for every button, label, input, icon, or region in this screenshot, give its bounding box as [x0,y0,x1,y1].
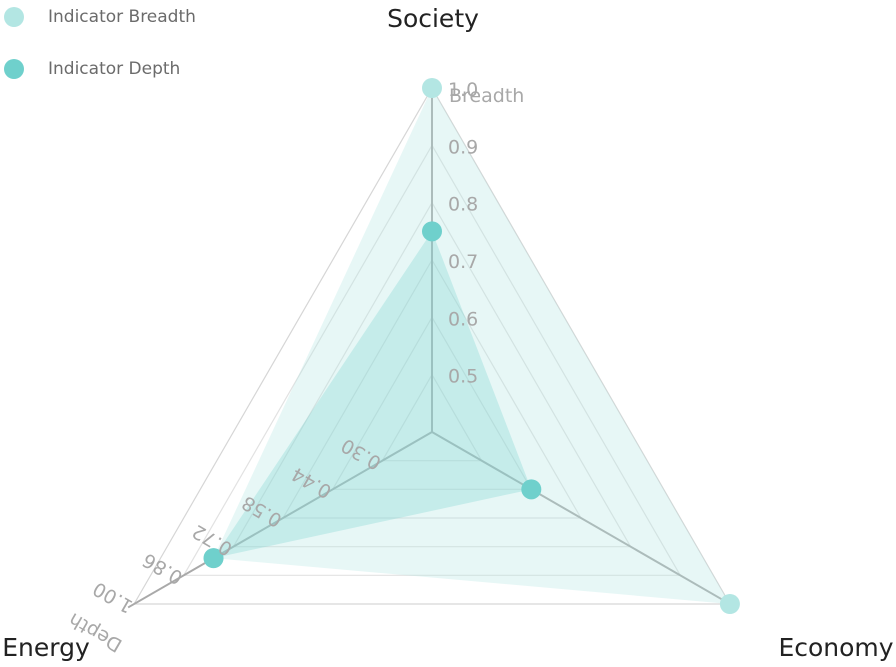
radar-points [203,78,740,614]
depth-tick-1.00: 1.00 [89,577,137,617]
legend: Indicator Breadth Indicator Depth [4,4,196,108]
legend-label-depth: Indicator Depth [48,59,181,79]
legend-item-breadth[interactable]: Indicator Breadth [4,4,196,30]
axis-spoke-3 [127,431,433,609]
data-point-depth-economy [521,479,542,500]
breadth-tick-0.6: 0.6 [448,308,478,330]
grid-ring-2 [331,316,533,490]
grid-ring-1 [381,373,483,462]
data-point-depth-energy [203,548,224,569]
data-point-depth-society [422,221,442,242]
grid-ring-6 [133,86,731,605]
legend-item-depth[interactable]: Indicator Depth [4,56,196,82]
legend-swatch-breadth [4,7,24,27]
legend-label-breadth: Indicator Breadth [48,7,196,27]
axis-label-economy: Economy [778,633,893,662]
radar-labels: Society Economy Energy Breadth [2,4,894,662]
series-area-depth [213,231,532,559]
grid-ring-3 [282,258,582,519]
axis-spoke-2 [431,431,737,609]
data-point-breadth-society [422,78,442,98]
breadth-tick-1.0: 1.0 [448,79,478,101]
grid-ring-5 [182,144,682,576]
radar-grid [127,86,737,609]
axis-label-society: Society [387,4,479,33]
axis-label-energy: Energy [2,633,90,662]
breadth-tick-0.7: 0.7 [448,251,478,273]
breadth-tick-0.8: 0.8 [448,194,478,216]
grid-ring-4 [232,201,632,548]
breadth-tick-0.9: 0.9 [448,136,478,158]
breadth-scale-label: Breadth [449,85,524,107]
breadth-tick-0.5: 0.5 [448,366,478,388]
legend-swatch-depth [4,59,24,79]
radar-series [213,88,730,604]
data-point-breadth-economy [719,594,740,614]
series-area-breadth [213,88,730,604]
